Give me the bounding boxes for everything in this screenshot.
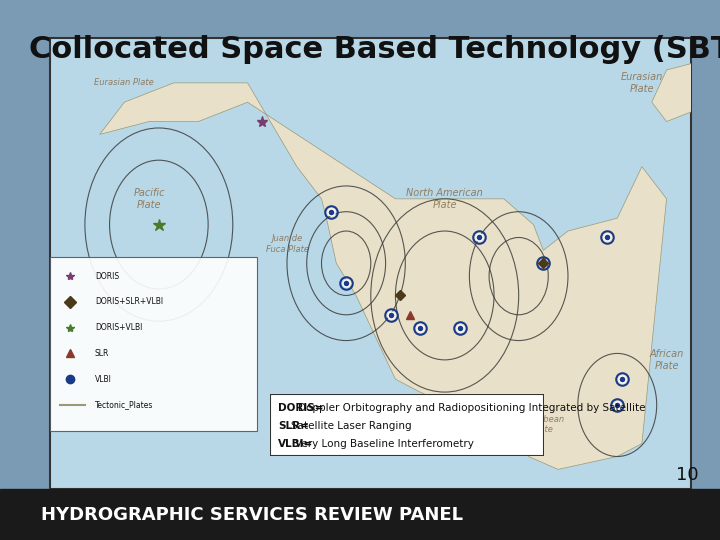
Text: DORIS+SLR+VLBI: DORIS+SLR+VLBI <box>95 298 163 306</box>
Text: Juan de
Fuca Plate: Juan de Fuca Plate <box>266 234 308 254</box>
Bar <box>50 38 691 489</box>
Text: Pacific
Plate: Pacific Plate <box>133 188 165 210</box>
Text: DORIS=: DORIS= <box>278 403 324 413</box>
Text: SLR=: SLR= <box>278 421 309 431</box>
Text: Satellite Laser Ranging: Satellite Laser Ranging <box>292 421 412 431</box>
Text: Eurasian
Plate: Eurasian Plate <box>621 72 663 94</box>
Text: DORIS: DORIS <box>95 272 119 281</box>
FancyBboxPatch shape <box>270 394 544 456</box>
Text: North American
Plate: North American Plate <box>406 188 483 210</box>
Text: African
Plate: African Plate <box>649 349 684 370</box>
Text: Eurasian Plate: Eurasian Plate <box>94 78 154 87</box>
Bar <box>50 257 258 431</box>
Text: Collocated Space Based Technology (SBT): Collocated Space Based Technology (SBT) <box>29 35 720 64</box>
Text: Doppler Orbitography and Radiopositioning Integrated by Satellite: Doppler Orbitography and Radiopositionin… <box>298 403 645 413</box>
Text: DORIS+VLBI: DORIS+VLBI <box>95 323 142 332</box>
Text: VLBI: VLBI <box>95 375 112 384</box>
Text: SLR: SLR <box>95 349 109 358</box>
Text: Very Long Baseline Interferometry: Very Long Baseline Interferometry <box>294 439 474 449</box>
Text: HYDROGRAPHIC SERVICES REVIEW PANEL: HYDROGRAPHIC SERVICES REVIEW PANEL <box>41 505 463 524</box>
Text: 10: 10 <box>676 466 698 484</box>
Bar <box>0 489 720 540</box>
Polygon shape <box>99 83 667 469</box>
Text: Tectonic_Plates: Tectonic_Plates <box>95 401 153 409</box>
Text: Caribbean
Plate: Caribbean Plate <box>522 415 565 434</box>
Polygon shape <box>652 57 720 122</box>
Text: VLBI=: VLBI= <box>278 439 313 449</box>
